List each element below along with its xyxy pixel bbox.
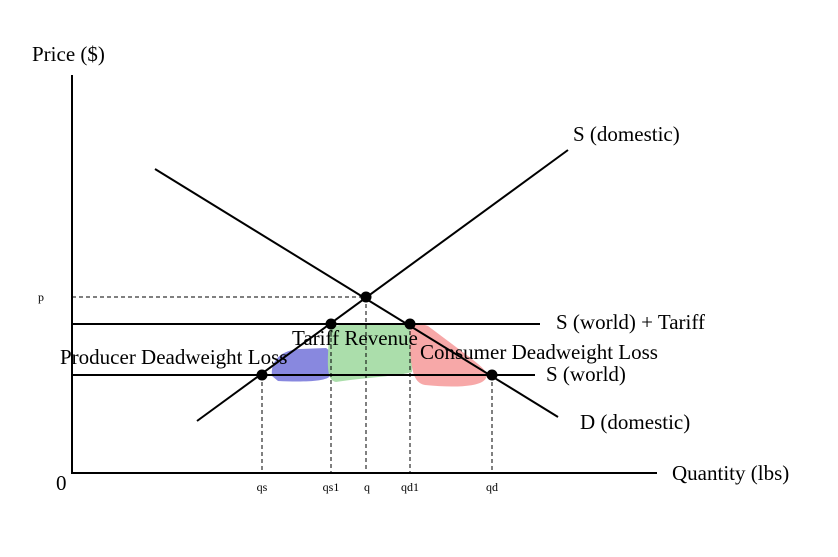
equilibrium-point	[360, 291, 372, 303]
x-axis-label: Quantity (lbs)	[672, 461, 789, 485]
producer-dwl-label: Producer Deadweight Loss	[60, 345, 287, 369]
demand-domestic-label: D (domestic)	[580, 410, 690, 434]
consumer-dwl-label: Consumer Deadweight Loss	[420, 340, 658, 364]
y-axis-label: Price ($)	[32, 42, 105, 66]
q-label: q	[364, 480, 370, 494]
supply-domestic-line	[196, 149, 569, 422]
supply-domestic-label: S (domestic)	[573, 122, 680, 146]
consumer-deadweight-loss-region	[410, 324, 487, 387]
qd-point	[486, 369, 498, 381]
world-price-label: S (world)	[546, 362, 626, 386]
demand-domestic-line	[154, 168, 559, 418]
origin-label: 0	[56, 471, 67, 495]
world-plus-tariff-label: S (world) + Tariff	[556, 310, 705, 334]
qd1-point	[404, 318, 416, 330]
qs-point	[256, 369, 268, 381]
qd-label: qd	[486, 480, 498, 494]
qs1-point	[325, 318, 337, 330]
price-p-label: p	[38, 290, 44, 304]
qs1-label: qs1	[323, 480, 340, 494]
qd1-label: qd1	[401, 480, 419, 494]
tariff-revenue-label: Tariff Revenue	[292, 326, 418, 350]
qs-label: qs	[257, 480, 268, 494]
tariff-revenue-region	[327, 323, 413, 382]
